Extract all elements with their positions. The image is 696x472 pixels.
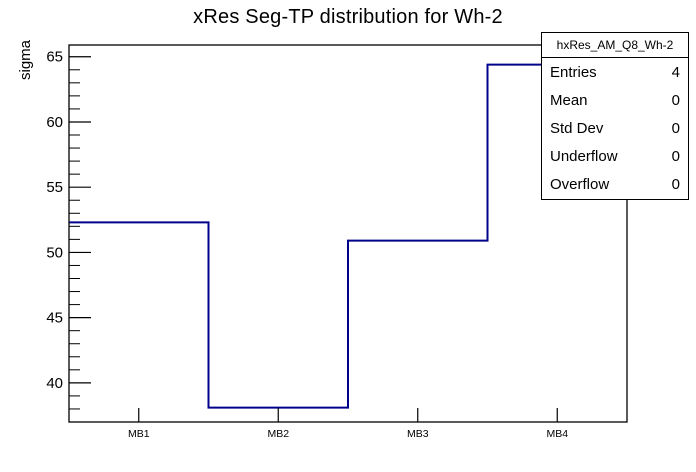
y-tick-label: 45	[46, 310, 63, 327]
stats-row-label: Underflow	[550, 148, 618, 166]
stats-row: Overflow 0	[542, 171, 688, 199]
x-tick-label: MB3	[407, 428, 429, 440]
y-tick-label: 55	[46, 179, 63, 196]
stats-row: Underflow 0	[542, 143, 688, 171]
stats-row-value: 0	[671, 148, 680, 166]
y-tick-label: 65	[46, 49, 63, 66]
stats-row: Mean 0	[542, 86, 688, 114]
stats-row-value: 0	[671, 176, 680, 194]
stats-row-label: Std Dev	[550, 120, 604, 137]
plot-frame	[68, 44, 628, 423]
x-tick-label: MB2	[267, 428, 289, 440]
chart-title: xRes Seg-TP distribution for Wh-2	[193, 6, 503, 28]
x-tick-label: MB4	[546, 428, 568, 440]
stats-row: Entries 4	[542, 58, 688, 86]
stats-row-label: Mean	[550, 91, 588, 109]
stats-row-value: 0	[671, 91, 680, 109]
stats-row-label: Entries	[550, 63, 597, 81]
stats-row-value: 4	[671, 63, 680, 81]
stats-row-value: 0	[671, 120, 680, 137]
y-tick-label: 50	[46, 244, 63, 261]
stats-rows: Entries 4 Mean 0 Std Dev 0 Underflow 0 O…	[542, 58, 688, 199]
stats-box: hxRes_AM_Q8_Wh-2 Entries 4 Mean 0 Std De…	[541, 32, 689, 200]
histogram-line	[69, 63, 627, 409]
stats-row-label: Overflow	[550, 176, 610, 194]
y-tick-label: 40	[46, 375, 63, 392]
stats-box-title: hxRes_AM_Q8_Wh-2	[542, 33, 688, 58]
stats-row: Std Dev 0	[542, 114, 688, 142]
y-tick-label: 60	[46, 114, 63, 131]
y-axis-label: sigma	[17, 39, 34, 80]
x-tick-label: MB1	[128, 428, 150, 440]
